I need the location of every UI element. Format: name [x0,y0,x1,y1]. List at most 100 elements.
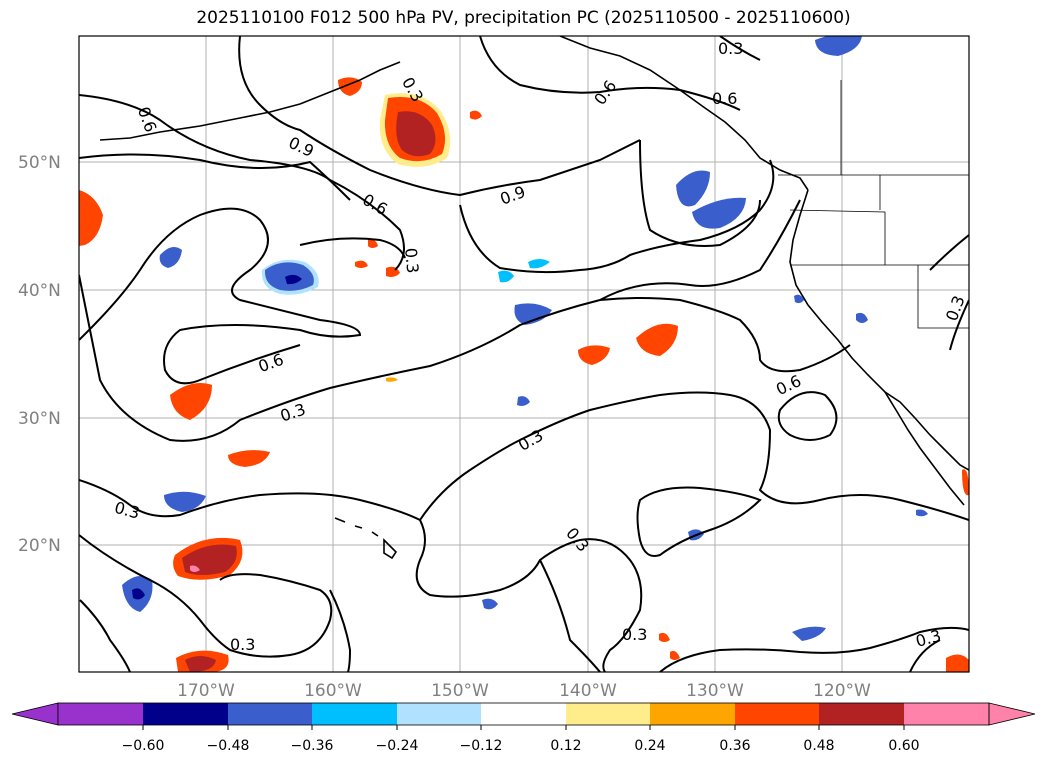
baja-california [884,391,965,506]
colorbar-tick-label: 0.60 [888,738,919,754]
colorbar-segment [481,703,566,725]
pv-contour-line [79,534,333,658]
colorbar-segment [397,703,481,725]
hawaii-islands [334,517,398,560]
pv-contour-line [79,207,362,385]
lon-label: 140°W [559,681,617,701]
colorbar-tick-label: 0.36 [719,738,750,754]
precip-blob-negative [517,396,530,406]
precip-blob-positive [578,345,610,365]
precip-blob-positive [962,469,969,496]
pv-contour-line [79,153,351,201]
pv-contour-line [639,139,761,247]
colorbar-extend-max [988,702,1036,726]
contour-label: 0.3 [718,39,743,58]
lon-label: 150°W [431,681,489,701]
coastlines [99,36,969,560]
precip-blob-positive [946,654,969,672]
us-west-coast [789,189,969,471]
lon-label: 120°W [813,681,871,701]
precip-blob-negative [528,259,550,269]
pv-contour-line [929,234,969,271]
colorbar-tick-label: −0.36 [291,738,334,754]
colorbar-segment [58,703,143,725]
contour-label: 0.3 [230,635,255,654]
map-frame [78,35,970,673]
pv-contour-line [79,274,851,442]
colorbar-segment [228,703,312,725]
precip-blob-negative [815,36,862,56]
precip-blob-negative [676,170,710,207]
pv-contour-line [238,36,641,197]
precip-blob-positive [79,190,103,246]
colorbar-segment [904,703,989,725]
precip-blob-negative [916,509,928,517]
pv-contour-line [539,559,601,672]
pv-contour-line [329,589,352,672]
pv-contour-line [299,237,406,259]
latitude-labels: 50°N 40°N 30°N 20°N [18,153,61,556]
contour-label: 0.3 [622,625,647,644]
lat-label: 20°N [18,536,61,556]
precip-blob-positive [228,450,270,467]
precip-blob-positive [355,260,368,268]
contour-label: 0.3 [401,247,422,274]
colorbar-segment [143,703,228,725]
lat-label: 50°N [18,153,61,173]
graticule [79,36,969,672]
pv-contour-line [909,639,941,672]
lon-label: 130°W [686,681,744,701]
colorbar-tick-label: −0.12 [460,738,503,754]
precip-blob-negative [482,598,498,610]
precip-blob-negative [498,270,514,283]
precip-anomaly-fields [79,36,969,672]
colorbar-segment [735,703,819,725]
pv-contours [79,36,969,672]
pv-contour-line [777,391,838,441]
map-title: 2025110100 F012 500 hPa PV, precipitatio… [196,8,851,28]
precip-blob-positive [396,111,436,157]
pv-contour-line [79,599,131,672]
lat-label: 30°N [18,409,61,429]
colorbar-tick-label: 0.48 [803,738,834,754]
longitude-labels: 170°W 160°W 150°W 140°W 130°W 120°W [177,681,871,701]
colorbar-tick-label: −0.48 [207,738,250,754]
precip-blob-positive [659,632,670,642]
precip-blob-negative [132,588,145,600]
precip-blob-negative [794,294,804,304]
pv-contour-line [79,479,643,672]
aleutian-islands [99,61,401,141]
precip-blob-positive [386,377,398,382]
contour-label: 0.6 [712,89,737,108]
lon-label: 160°W [304,681,362,701]
pv-contour-line [599,199,801,301]
precip-blob-positive [185,656,216,672]
colorbar: −0.60 −0.48 −0.36 −0.24 −0.12 0.12 0.24 … [11,702,1036,754]
lon-label: 170°W [177,681,235,701]
colorbar-tick-label: −0.60 [122,738,165,754]
colorbar-tick-label: 0.12 [550,738,581,754]
precip-blob-negative [792,626,826,641]
pv-contour-line [79,94,405,271]
pv-contour-line [419,391,969,521]
colorbar-tick-label: −0.24 [376,738,419,754]
precip-blob-positive [190,565,200,572]
pv-contour-line [459,159,775,274]
pv-contour-line [479,36,741,111]
precip-blob-negative [285,274,302,285]
precip-blob-positive [670,650,680,660]
colorbar-segment [312,703,397,725]
colorbar-segment [566,703,650,725]
precip-blob-positive [368,239,378,248]
pv-contour-line [719,36,761,61]
precip-blob-positive [170,382,212,420]
precip-blob-negative [159,246,182,268]
colorbar-tick-label: 0.24 [634,738,665,754]
political-borders [778,80,969,329]
precip-blob-negative [692,197,746,229]
alaska-canada-coast [559,36,809,191]
lat-label: 40°N [18,281,61,301]
colorbar-extend-min [11,702,59,726]
pv-contour-line [636,486,762,557]
